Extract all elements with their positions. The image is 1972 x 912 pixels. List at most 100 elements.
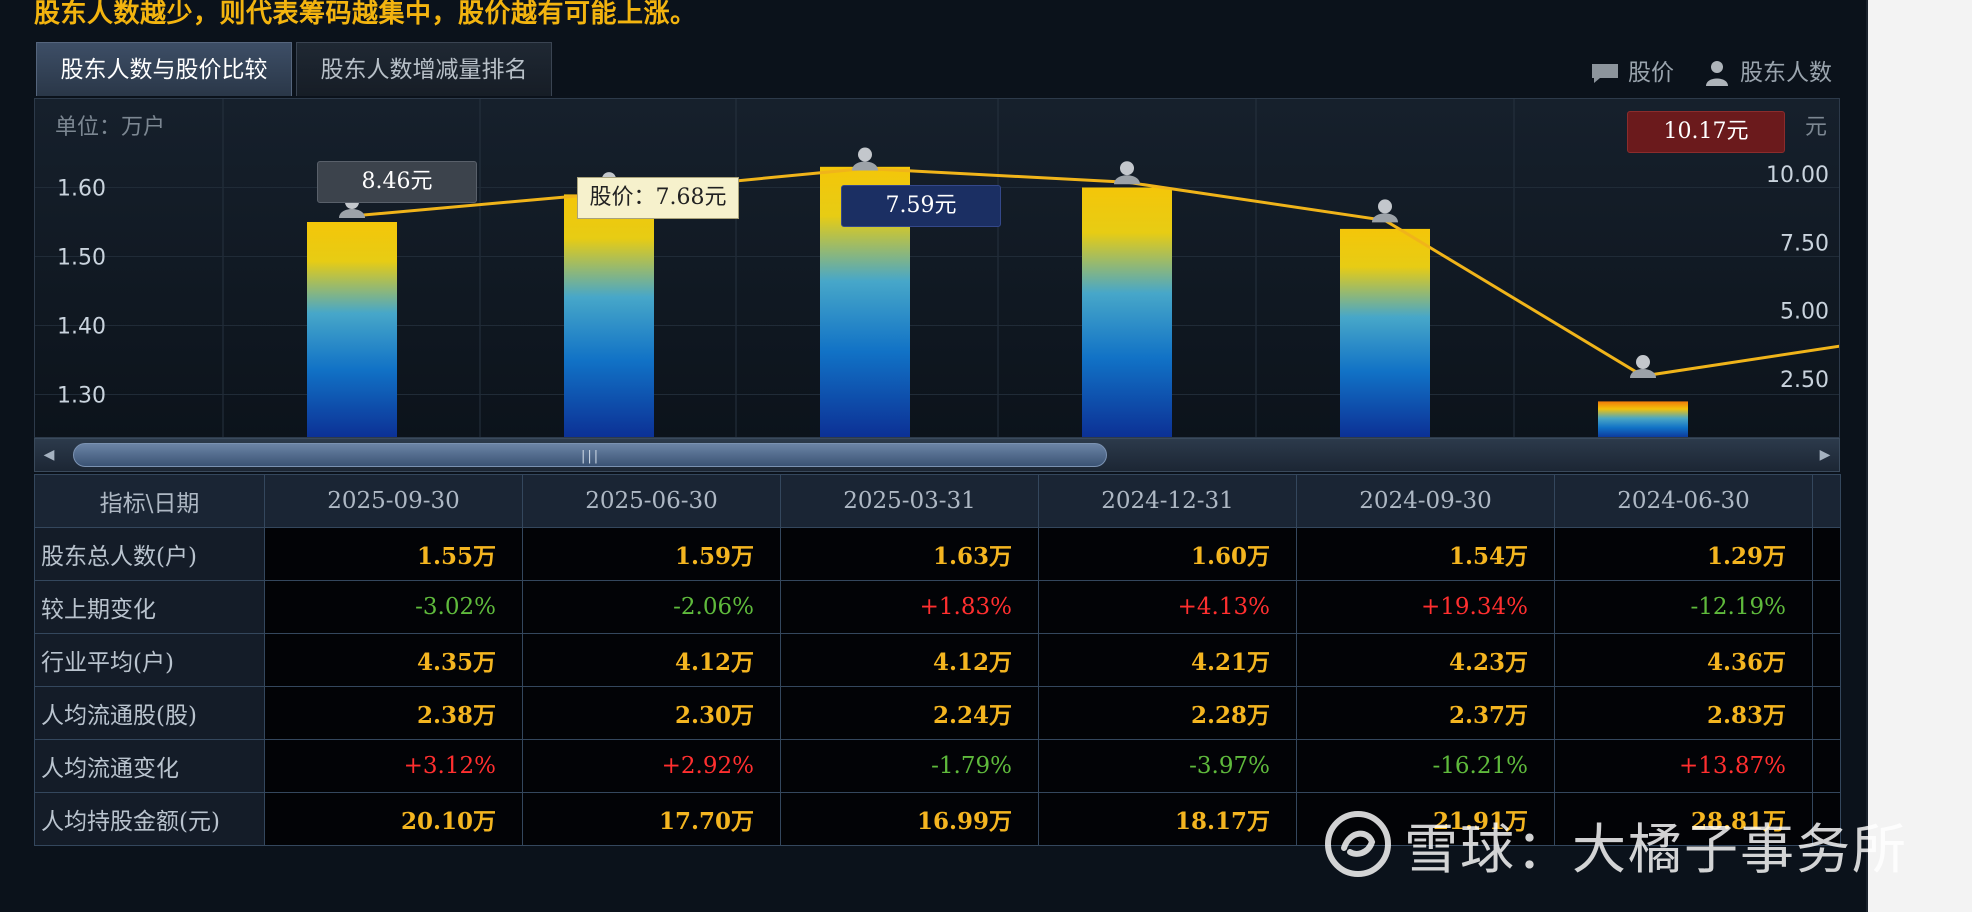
- table-cell: 1.63万: [780, 527, 1039, 581]
- page-edge: [1866, 0, 1869, 912]
- price-label-0: 8.46元: [317, 161, 477, 203]
- left-axis-tick: 1.30: [57, 384, 106, 409]
- scroll-left-arrow-icon[interactable]: ◀: [43, 447, 55, 463]
- table-row: 人均流通股(股) 2.38万 2.30万 2.24万 2.28万 2.37万 2.83万: [34, 686, 1841, 740]
- date-column-header[interactable]: 2024-09-30: [1296, 474, 1555, 528]
- table-overflow-cell: [1812, 792, 1841, 846]
- table-row: 人均持股金额(元) 20.10万 17.70万 16.99万 18.17万 21.91万 2…: [34, 792, 1841, 846]
- row-label: 股东总人数(户): [34, 527, 265, 581]
- date-column-header[interactable]: 2024-12-31: [1038, 474, 1297, 528]
- table-cell: 2.28万: [1038, 686, 1297, 740]
- table-cell: +1.83%: [780, 580, 1039, 634]
- watermark-author: 大橘子事务所: [1572, 817, 1908, 881]
- table-cell: 2.38万: [264, 686, 523, 740]
- table-cell: 1.60万: [1038, 527, 1297, 581]
- page-margin: [1868, 0, 1972, 912]
- table-row: 人均流通变化 +3.12% +2.92% -1.79% -3.97% -16.21% +13…: [34, 739, 1841, 793]
- table-cell: 4.12万: [522, 633, 781, 687]
- left-axis-tick: 1.50: [57, 246, 106, 271]
- person-marker-icon[interactable]: [1114, 161, 1140, 185]
- right-axis-tick: 7.50: [1780, 231, 1829, 256]
- holders-price-chart: 1.60 1.50 1.40 1.30 10.00 7.50 5.00 2.50 单位：万户 …: [34, 98, 1840, 438]
- table-overflow-cell: [1812, 527, 1841, 581]
- watermark-brand: 雪球: [1404, 817, 1516, 881]
- table-cell: -3.02%: [264, 580, 523, 634]
- table-cell: -12.19%: [1554, 580, 1813, 634]
- table-row: 较上期变化 -3.02% -2.06% +1.83% +4.13% +19.34% -12.…: [34, 580, 1841, 634]
- table-overflow-column: [1812, 474, 1841, 528]
- chart-canvas: 1.60 1.50 1.40 1.30 10.00 7.50 5.00 2.50: [35, 99, 1839, 437]
- table-row: 股东总人数(户) 1.55万 1.59万 1.63万 1.60万 1.54万 1.29万: [34, 527, 1841, 581]
- table-cell: 2.83万: [1554, 686, 1813, 740]
- table-cell: 16.99万: [780, 792, 1039, 846]
- table-cell: 18.17万: [1038, 792, 1297, 846]
- chart-scrollbar[interactable]: ◀ ||| ▶: [34, 438, 1840, 472]
- price-label-5: 10.17元: [1627, 111, 1785, 153]
- date-column-header[interactable]: 2025-09-30: [264, 474, 523, 528]
- right-axis-unit: 元: [1804, 115, 1827, 140]
- holders-bar: [1340, 228, 1430, 437]
- tab-holders-vs-price[interactable]: 股东人数与股价比较: [36, 42, 292, 96]
- row-label: 行业平均(户): [34, 633, 265, 687]
- price-tag-icon: [1592, 64, 1618, 83]
- table-cell: -16.21%: [1296, 739, 1555, 793]
- table-cell: 1.59万: [522, 527, 781, 581]
- table-cell: +3.12%: [264, 739, 523, 793]
- legend-price-label: 股价: [1628, 60, 1674, 86]
- table-row: 行业平均(户) 4.35万 4.12万 4.12万 4.21万 4.23万 4.36万: [34, 633, 1841, 687]
- table-cell: 28.81万: [1554, 792, 1813, 846]
- table-overflow-cell: [1812, 580, 1841, 634]
- holders-data-table: 指标\日期 2025-09-30 2025-06-30 2025-03-31 2024-…: [34, 474, 1841, 846]
- person-icon: [1706, 61, 1728, 86]
- person-marker-icon[interactable]: [1372, 199, 1398, 223]
- scroll-right-arrow-icon[interactable]: ▶: [1819, 447, 1831, 463]
- table-overflow-cell: [1812, 633, 1841, 687]
- holders-bar: [564, 194, 654, 437]
- row-label: 人均流通股(股): [34, 686, 265, 740]
- person-marker-icon[interactable]: [1630, 355, 1656, 379]
- date-column-header[interactable]: 2025-03-31: [780, 474, 1039, 528]
- table-cell: 1.29万: [1554, 527, 1813, 581]
- table-corner-header: 指标\日期: [34, 474, 265, 528]
- watermark-separator: ：: [1516, 817, 1572, 881]
- legend-price[interactable]: 股价: [1590, 58, 1674, 88]
- left-axis-tick: 1.40: [57, 315, 106, 340]
- table-cell: -2.06%: [522, 580, 781, 634]
- right-axis-tick: 2.50: [1780, 368, 1829, 393]
- price-tooltip: 股价：7.68元: [577, 177, 739, 219]
- legend-holders[interactable]: 股东人数: [1702, 58, 1832, 88]
- table-overflow-cell: [1812, 686, 1841, 740]
- table-cell: 1.55万: [264, 527, 523, 581]
- table-overflow-cell: [1812, 739, 1841, 793]
- tab-holders-change-ranking[interactable]: 股东人数增减量排名: [296, 42, 552, 96]
- table-cell: -1.79%: [780, 739, 1039, 793]
- table-cell: 4.23万: [1296, 633, 1555, 687]
- left-axis-unit: 单位：万户: [55, 115, 166, 140]
- table-cell: +19.34%: [1296, 580, 1555, 634]
- date-column-header[interactable]: 2024-06-30: [1554, 474, 1813, 528]
- grip-icon: |||: [581, 449, 601, 464]
- right-axis-tick: 5.00: [1780, 300, 1829, 325]
- scrollbar-thumb[interactable]: |||: [73, 443, 1107, 467]
- table-cell: 4.36万: [1554, 633, 1813, 687]
- table-cell: 1.54万: [1296, 527, 1555, 581]
- holders-bar: [307, 222, 397, 437]
- holders-bar: [1598, 401, 1688, 437]
- row-label: 人均流通变化: [34, 739, 265, 793]
- table-cell: 17.70万: [522, 792, 781, 846]
- table-cell: 4.21万: [1038, 633, 1297, 687]
- row-label: 人均持股金额(元): [34, 792, 265, 846]
- table-cell: -3.97%: [1038, 739, 1297, 793]
- table-cell: 4.35万: [264, 633, 523, 687]
- xueqiu-logo-icon: [1325, 811, 1391, 877]
- table-cell: +2.92%: [522, 739, 781, 793]
- person-marker-icon[interactable]: [852, 147, 878, 171]
- holders-bar: [1082, 187, 1172, 437]
- xueqiu-watermark: 雪球 ： 大橘子事务所: [1322, 808, 1908, 881]
- date-column-header[interactable]: 2025-06-30: [522, 474, 781, 528]
- left-axis-tick: 1.60: [57, 177, 106, 202]
- price-label-2: 7.59元: [841, 185, 1001, 227]
- table-cell: +4.13%: [1038, 580, 1297, 634]
- headline-text: 股东人数越少，则代表筹码越集中，股价越有可能上涨。: [34, 0, 697, 29]
- row-label: 较上期变化: [34, 580, 265, 634]
